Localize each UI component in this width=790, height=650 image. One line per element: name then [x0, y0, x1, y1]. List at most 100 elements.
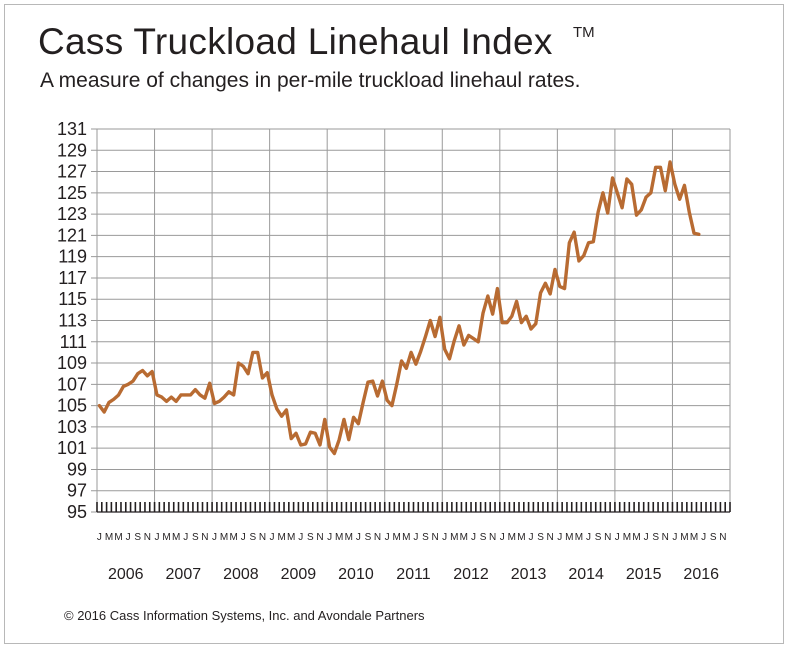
data-point — [227, 390, 230, 393]
x-month-label: M — [220, 532, 228, 543]
data-point — [621, 206, 624, 209]
x-month-label: M — [105, 532, 113, 543]
y-tick-label: 123 — [57, 204, 87, 224]
y-tick-label: 97 — [67, 481, 87, 501]
x-month-label: S — [422, 532, 429, 543]
data-point — [601, 191, 604, 194]
data-point — [414, 363, 417, 366]
data-point — [611, 176, 614, 179]
data-point — [266, 371, 269, 374]
x-month-label: J — [241, 532, 246, 543]
data-point — [472, 337, 475, 340]
data-point — [443, 348, 446, 351]
x-month-label: N — [201, 532, 208, 543]
data-point — [573, 231, 576, 234]
x-year-label: 2009 — [281, 566, 317, 583]
x-month-label: N — [662, 532, 669, 543]
data-point — [107, 401, 110, 404]
y-tick-label: 115 — [58, 289, 87, 309]
data-point — [496, 287, 499, 290]
x-axis-ticks — [96, 502, 731, 513]
x-month-label: M — [229, 532, 237, 543]
data-point — [299, 443, 302, 446]
data-point — [151, 370, 154, 373]
x-year-label: 2014 — [568, 566, 604, 583]
data-point — [467, 334, 470, 337]
x-month-label: N — [144, 532, 151, 543]
x-month-label: M — [114, 532, 122, 543]
data-point — [429, 319, 432, 322]
x-month-label: J — [701, 532, 706, 543]
y-tick-label: 127 — [57, 162, 87, 182]
x-month-label: J — [471, 532, 476, 543]
data-point — [314, 432, 317, 435]
x-month-label: J — [644, 532, 649, 543]
data-point — [285, 408, 288, 411]
data-point — [640, 208, 643, 211]
x-month-label: N — [316, 532, 323, 543]
data-point — [486, 294, 489, 297]
data-point — [256, 351, 259, 354]
x-month-label: J — [183, 532, 188, 543]
chart-frame — [4, 4, 784, 644]
data-point — [103, 410, 106, 413]
data-point — [534, 322, 537, 325]
data-point — [294, 432, 297, 435]
data-point — [136, 372, 139, 375]
data-point — [688, 210, 691, 213]
data-point — [347, 438, 350, 441]
x-month-label: M — [345, 532, 353, 543]
data-point — [127, 383, 130, 386]
data-point — [553, 268, 556, 271]
y-tick-label: 105 — [57, 396, 87, 416]
x-month-label: J — [212, 532, 217, 543]
data-point — [405, 367, 408, 370]
x-month-label: N — [547, 532, 554, 543]
x-year-label: 2011 — [396, 566, 431, 583]
data-point — [558, 285, 561, 288]
data-point — [194, 388, 197, 391]
x-month-label: M — [162, 532, 170, 543]
x-year-label: 2008 — [223, 566, 259, 583]
data-point — [515, 300, 518, 303]
data-point — [261, 376, 264, 379]
data-point — [342, 418, 345, 421]
data-point — [386, 399, 389, 402]
x-month-label: J — [270, 532, 275, 543]
x-year-label: 2012 — [453, 566, 489, 583]
data-point — [275, 407, 278, 410]
x-month-label: S — [365, 532, 372, 543]
data-point — [539, 291, 542, 294]
chart-title: Cass Truckload Linehaul Index — [38, 21, 553, 62]
x-month-label: S — [307, 532, 314, 543]
x-axis-year-labels: 2006 2007 2008 2009 2010 2011 2012 2013 2014 2015… — [108, 566, 719, 583]
data-point — [290, 437, 293, 440]
y-tick-label: 129 — [57, 140, 87, 160]
data-point — [481, 311, 484, 314]
x-year-label: 2007 — [166, 566, 202, 583]
data-point — [529, 327, 532, 330]
data-point — [635, 214, 638, 217]
x-month-label: M — [277, 532, 285, 543]
data-point — [146, 374, 149, 377]
x-month-label: J — [154, 532, 159, 543]
x-month-label: J — [528, 532, 533, 543]
data-point — [362, 401, 365, 404]
x-month-label: M — [623, 532, 631, 543]
x-month-label: S — [537, 532, 544, 543]
data-point — [170, 396, 173, 399]
x-month-label: M — [517, 532, 525, 543]
copyright-footer: © 2016 Cass Information Systems, Inc. an… — [64, 608, 425, 623]
data-point — [597, 210, 600, 213]
data-point — [501, 321, 504, 324]
x-month-label: N — [374, 532, 381, 543]
x-month-label: J — [557, 532, 562, 543]
data-point — [376, 394, 379, 397]
data-point — [544, 282, 547, 285]
y-tick-label: 111 — [60, 332, 87, 352]
x-month-label: N — [719, 532, 726, 543]
y-tick-label: 119 — [58, 247, 87, 267]
x-month-label: J — [97, 532, 102, 543]
x-month-label: S — [250, 532, 257, 543]
x-month-label: M — [393, 532, 401, 543]
